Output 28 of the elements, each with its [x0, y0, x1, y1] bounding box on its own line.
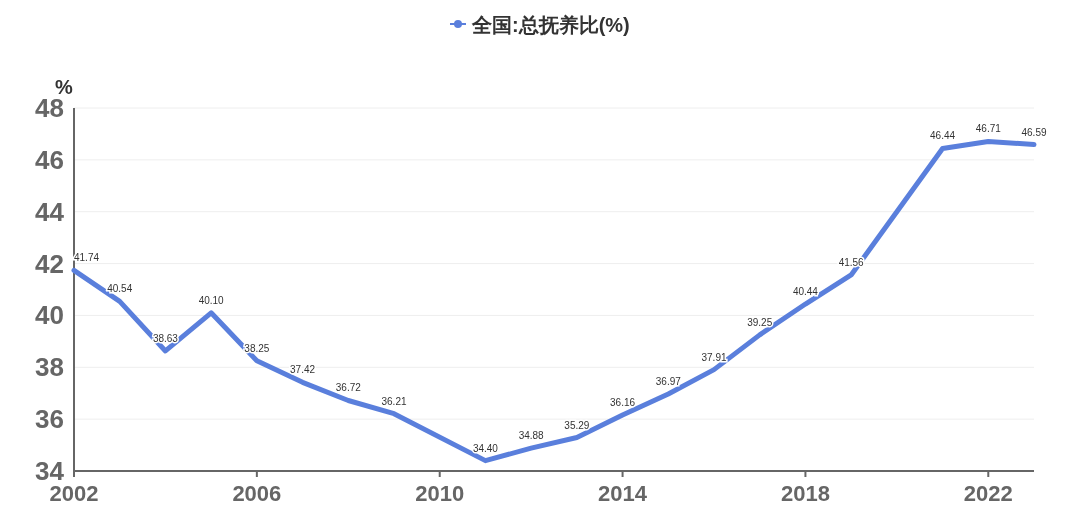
- data-label: 34.88: [518, 430, 545, 442]
- x-tick-label: 2022: [963, 481, 1013, 505]
- x-tick-label: 2006: [232, 481, 282, 505]
- y-tick-label: 40: [35, 300, 64, 331]
- data-label: 46.59: [1021, 126, 1047, 138]
- y-tick-label: 36: [35, 404, 64, 435]
- y-tick-label: 46: [35, 144, 64, 175]
- x-tick-label: 2010: [415, 481, 465, 505]
- data-label: 36.97: [655, 375, 682, 387]
- data-label: 36.16: [610, 396, 636, 408]
- x-tick-label: 2018: [780, 481, 830, 505]
- data-label: 37.42: [290, 364, 316, 376]
- data-label: 34.40: [472, 442, 499, 454]
- data-label: 46.44: [930, 130, 956, 142]
- x-tick-label: 2014: [598, 481, 648, 505]
- y-tick-label: 38: [35, 352, 64, 383]
- y-tick-label: 44: [35, 196, 65, 227]
- y-tick-label: 42: [35, 248, 64, 279]
- data-label: 39.25: [747, 316, 773, 328]
- data-label: 35.29: [564, 419, 590, 431]
- data-label: 36.21: [381, 395, 407, 407]
- data-label: 36.72: [335, 382, 362, 394]
- data-label: 40.44: [792, 286, 819, 298]
- data-label: 40.10: [198, 294, 225, 306]
- legend-label: 全国:总抚养比(%): [471, 14, 630, 36]
- data-label: 40.54: [107, 283, 133, 295]
- data-label: 46.71: [975, 123, 1002, 135]
- data-label: 37.91: [701, 351, 727, 363]
